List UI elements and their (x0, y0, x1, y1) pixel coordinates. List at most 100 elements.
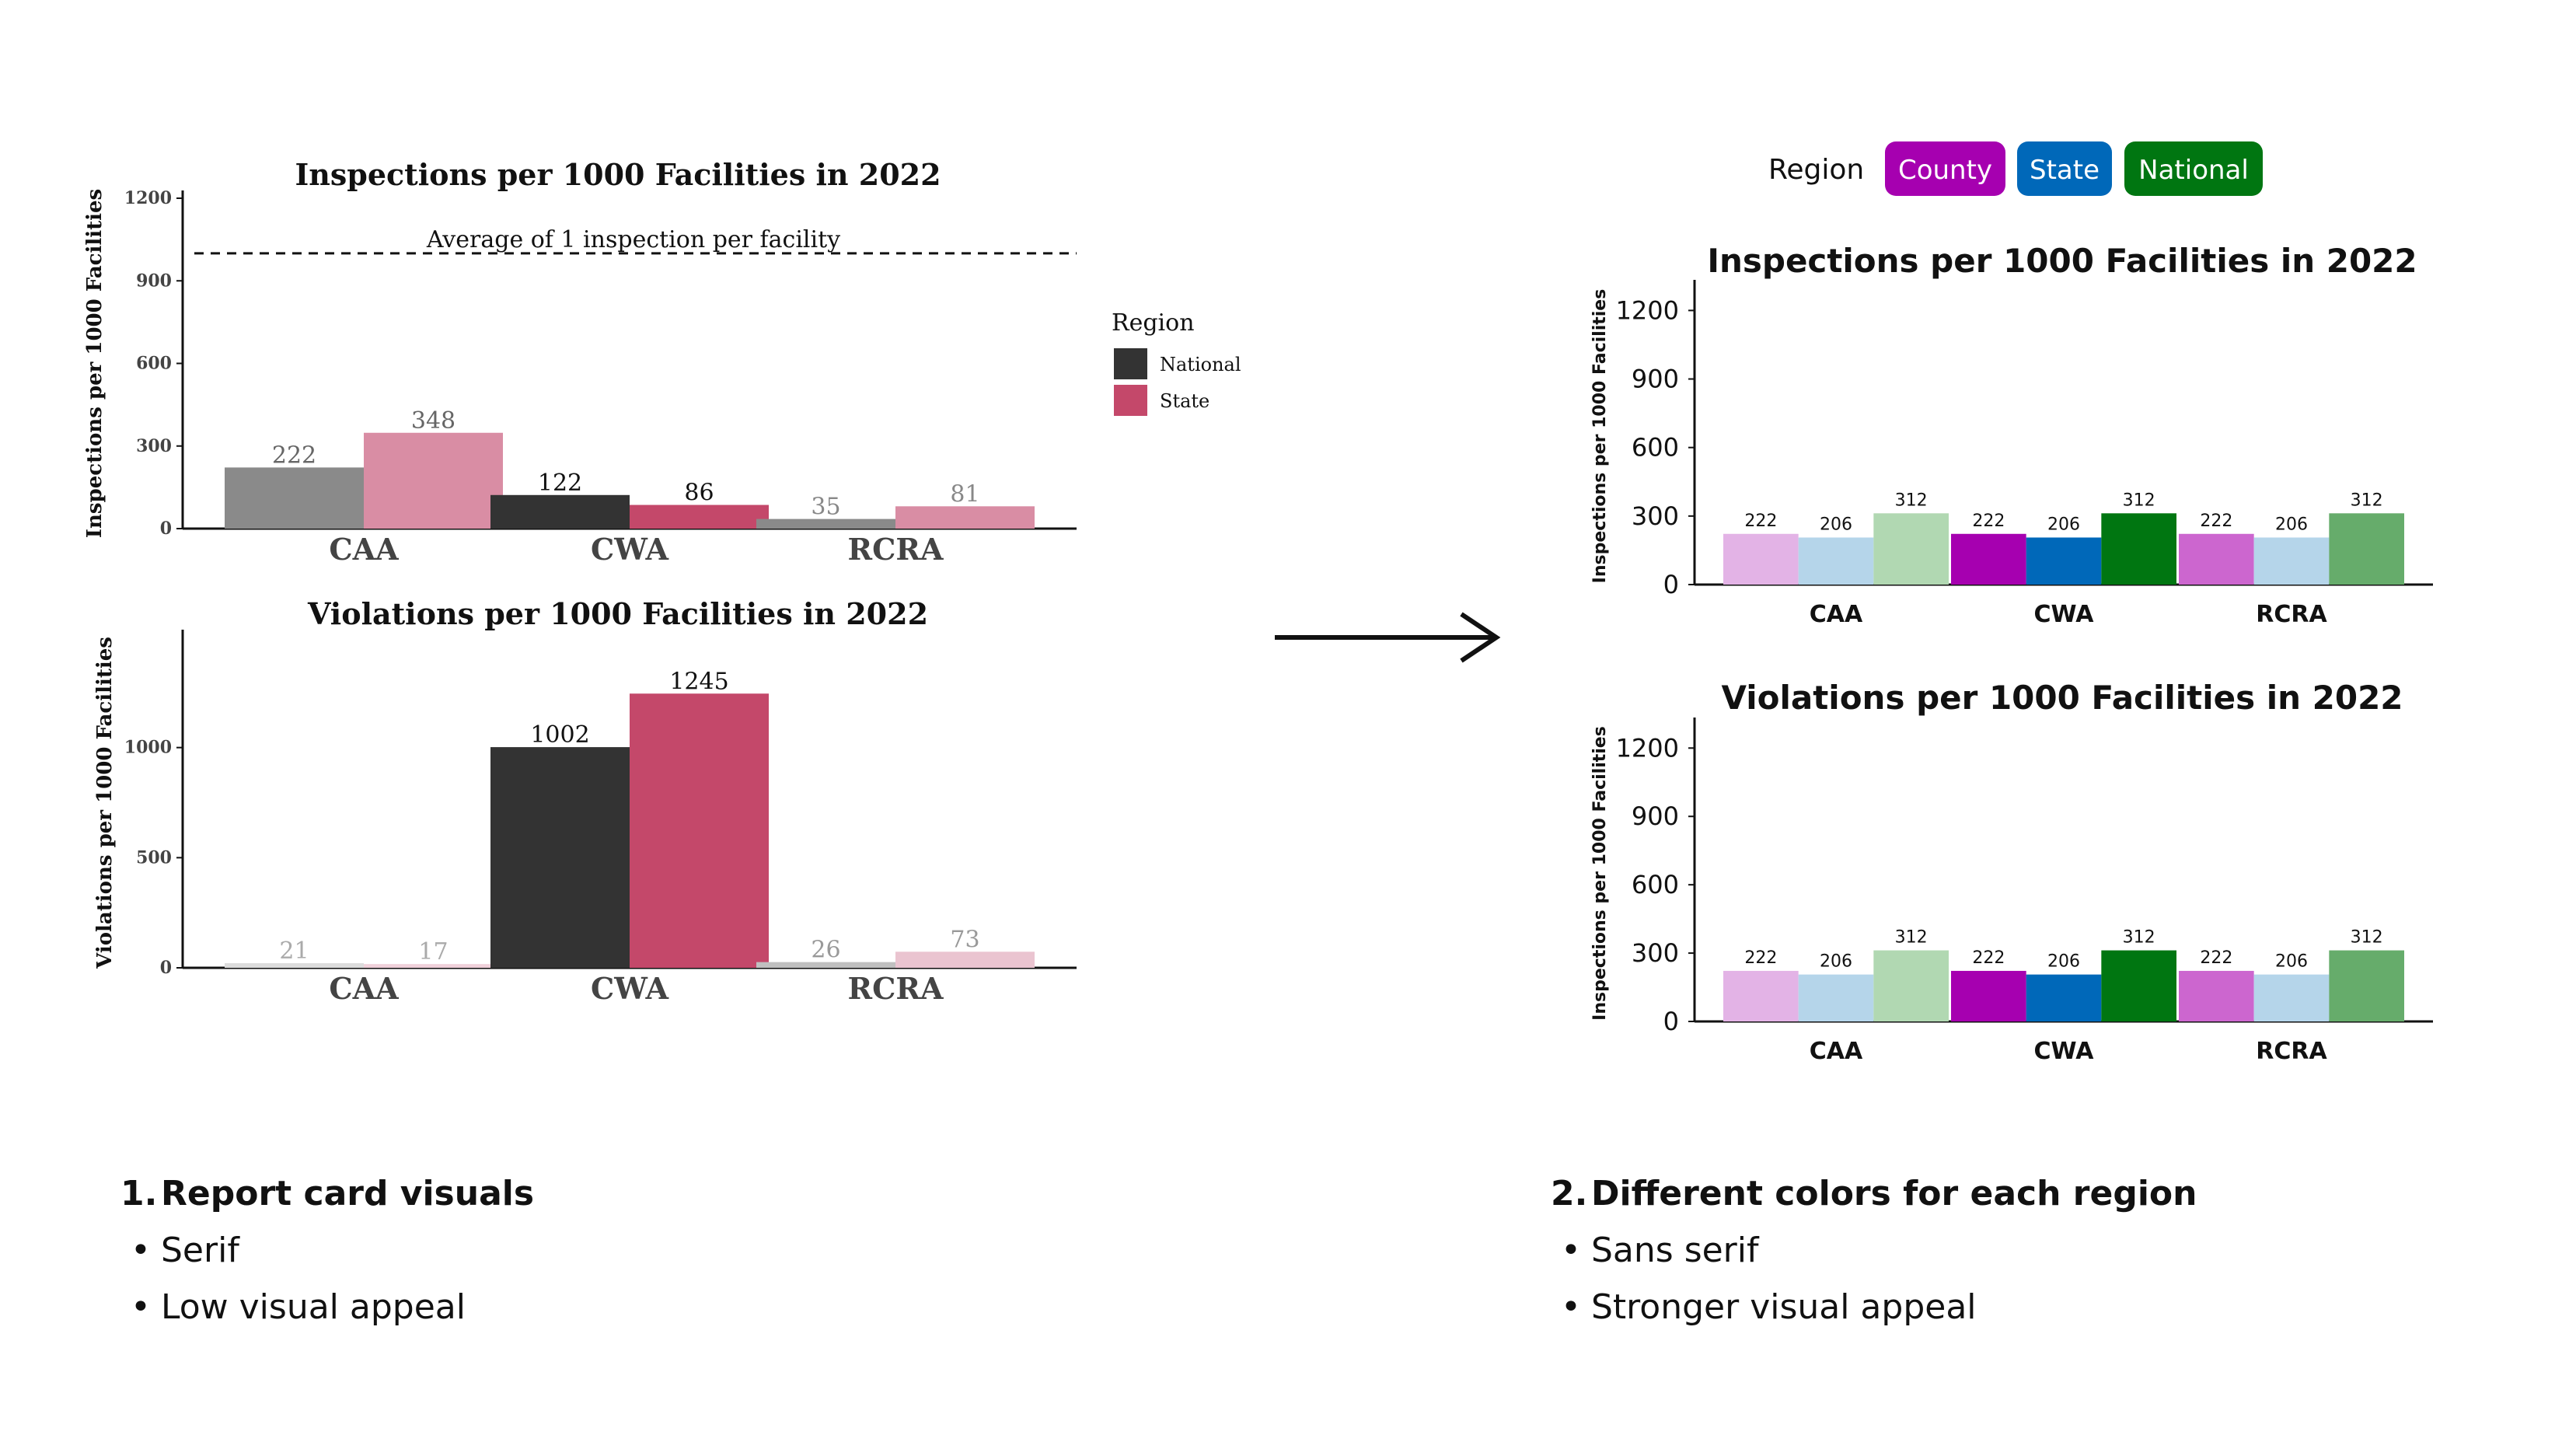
bar-value-label: 1245 (669, 668, 728, 695)
y-tick-label: 300 (136, 436, 172, 456)
bar-state-rcra (2253, 537, 2330, 585)
legend-swatch (1114, 348, 1147, 379)
bar-value-label: 312 (1895, 491, 1928, 510)
y-tick-label: 600 (136, 354, 172, 374)
x-tick-label: CWA (591, 971, 668, 1006)
left-violations-chart: Violations per 1000 Facilities in 2022 Vi… (93, 596, 1077, 1006)
x-tick-label: RCRA (848, 971, 944, 1006)
y-tick-label: 1200 (1616, 295, 1679, 325)
y-tick-label: 600 (1632, 870, 1679, 899)
bar-national-rcra (756, 962, 895, 968)
legend-chip-national (2124, 141, 2263, 196)
bar-national-rcra (2329, 513, 2404, 585)
bar-county-caa (1723, 970, 1799, 1021)
legend-chip-state (2017, 141, 2112, 196)
bar-value-label: 222 (1744, 948, 1777, 968)
bar-county-cwa (1951, 533, 2026, 585)
x-tick-label: RCRA (2256, 601, 2327, 628)
bar-value-label: 206 (1820, 952, 1852, 972)
x-tick-label: CAA (1810, 1038, 1863, 1065)
y-tick-label: 1200 (124, 188, 172, 208)
bar-value-label: 206 (2047, 515, 2080, 534)
legend-chip-label: National (2138, 155, 2249, 186)
y-tick-label: 900 (136, 271, 172, 291)
y-tick-label: 500 (136, 847, 172, 868)
right-inspections-chart: Inspections per 1000 Facilities in 2022 I… (1590, 242, 2433, 628)
y-axis-label: Inspections per 1000 Facilities (83, 189, 106, 538)
bar-value-label: 222 (1972, 512, 2005, 531)
bar-value-label: 222 (272, 442, 316, 469)
chart-title: Violations per 1000 Facilities in 2022 (307, 596, 928, 631)
bar-county-caa (1723, 533, 1799, 585)
bar-national-cwa (2101, 513, 2176, 585)
legend-label: National (1160, 354, 1241, 375)
x-tick-label: CAA (329, 532, 399, 567)
bar-value-label: 312 (2123, 491, 2155, 510)
bar-value-label: 35 (811, 494, 840, 521)
y-tick-label: 300 (1632, 501, 1679, 531)
bar-national-caa (225, 467, 364, 529)
legend-chip-label: State (2030, 155, 2100, 186)
bar-value-label: 206 (1820, 515, 1852, 534)
bar-value-label: 348 (411, 407, 456, 435)
bar-value-label: 222 (1972, 948, 2005, 968)
bar-value-label: 312 (2123, 928, 2155, 948)
right-notes: 2. Different colors for each region • Sans… (1551, 1174, 2197, 1344)
bar-value-label: 312 (2351, 491, 2383, 510)
y-tick-label: 900 (1632, 801, 1679, 831)
left-notes-heading-text: Report card visuals (161, 1174, 535, 1213)
bar-value-label: 26 (811, 937, 840, 964)
bar-national-cwa (490, 747, 630, 968)
bar-national-rcra (2329, 950, 2404, 1021)
bar-national-rcra (756, 518, 895, 529)
bar-value-label: 206 (2047, 952, 2080, 972)
bar-county-rcra (2179, 970, 2254, 1021)
bar-value-label: 86 (684, 480, 714, 507)
right-notes-heading: 2. Different colors for each region (1551, 1174, 2197, 1213)
chart-title: Violations per 1000 Facilities in 2022 (1721, 679, 2403, 717)
bar-value-label: 1002 (530, 721, 589, 749)
y-tick-label: 900 (1632, 365, 1679, 394)
y-axis-label: Inspections per 1000 Facilities (1590, 726, 1610, 1021)
left-notes: 1. Report card visuals • Serif • Low visual… (120, 1174, 534, 1344)
left-notes-number: 1. (120, 1174, 158, 1213)
left-notes-bullet: • Low visual appeal (131, 1287, 466, 1327)
left-notes-bullet-text: Serif (161, 1231, 239, 1270)
bar-state-rcra (2253, 974, 2330, 1021)
bar-state-cwa (630, 505, 769, 529)
bar-value-label: 222 (2200, 512, 2232, 531)
y-tick-label: 1200 (1616, 733, 1679, 763)
bar-national-caa (225, 963, 364, 968)
legend-chip-county (1885, 141, 2005, 196)
bar-value-label: 312 (1895, 928, 1928, 948)
bar-state-cwa (630, 693, 769, 968)
left-inspections-chart: Inspections per 1000 Facilities in 2022 I… (83, 157, 1241, 567)
reference-line-label: Average of 1 inspection per facility (426, 226, 840, 253)
legend-chip-label: County (1898, 155, 1992, 186)
bar-value-label: 312 (2351, 928, 2383, 948)
y-tick-label: 0 (1663, 1007, 1679, 1036)
y-tick-label: 600 (1632, 433, 1679, 463)
right-notes-bullet: • Stronger visual appeal (1561, 1287, 1977, 1327)
bar-state-cwa (2026, 537, 2102, 585)
bar-national-caa (1873, 513, 1949, 585)
y-tick-label: 1000 (124, 738, 172, 758)
chart-title: Inspections per 1000 Facilities in 2022 (295, 157, 941, 192)
bar-national-cwa (2101, 950, 2176, 1021)
right-notes-bullet: • Sans serif (1561, 1231, 1759, 1270)
bar-state-caa (1798, 974, 1874, 1021)
x-tick-label: CWA (591, 532, 668, 567)
right-notes-number: 2. (1551, 1174, 1588, 1213)
bar-county-rcra (2179, 533, 2254, 585)
right-notes-bullet-text: Stronger visual appeal (1591, 1287, 1977, 1327)
x-tick-label: RCRA (848, 532, 944, 567)
y-tick-label: 300 (1632, 938, 1679, 968)
bar-value-label: 206 (2275, 952, 2308, 972)
x-tick-label: CAA (329, 971, 399, 1006)
bar-national-cwa (490, 494, 630, 529)
bar-value-label: 122 (538, 470, 582, 497)
x-tick-label: CWA (2034, 601, 2095, 628)
right-notes-bullet-text: Sans serif (1591, 1231, 1759, 1270)
legend-title: Region (1112, 309, 1195, 337)
